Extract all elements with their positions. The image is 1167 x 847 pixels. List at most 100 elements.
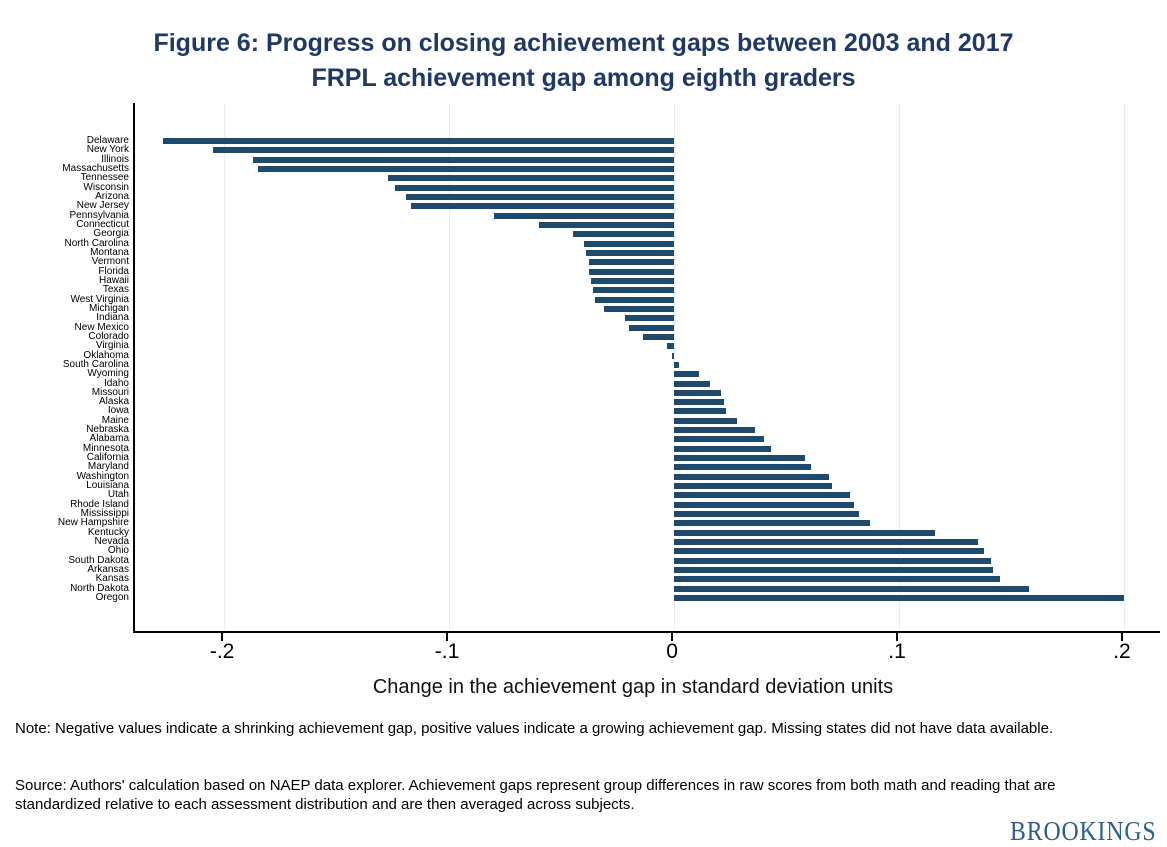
state-label-vermont: Vermont <box>91 256 129 268</box>
bar-new-hampshire <box>674 520 870 527</box>
bar-colorado <box>642 333 675 340</box>
state-label-idaho: Idaho <box>103 377 129 389</box>
bar-nevada <box>674 539 978 546</box>
state-label-illinois: Illinois <box>101 153 129 165</box>
bar-hawaii <box>590 277 675 284</box>
bar-wyoming <box>674 371 699 378</box>
bar-south-carolina <box>674 361 679 368</box>
state-label-west-virginia: West Virginia <box>70 293 129 305</box>
bar-illinois <box>253 156 675 163</box>
source-text: Source: Authors' calculation based on NA… <box>15 777 1056 813</box>
state-label-indiana: Indiana <box>96 312 129 324</box>
bar-north-dakota <box>674 585 1030 592</box>
bar-idaho <box>674 380 711 387</box>
x-tick-label-0: 0 <box>666 640 678 663</box>
x-tick--.2 <box>221 633 224 641</box>
state-label-montana: Montana <box>90 246 129 258</box>
bar-south-dakota <box>674 557 992 564</box>
bar-kentucky <box>674 529 935 536</box>
bar-oklahoma <box>671 352 675 359</box>
gridline-.1 <box>899 103 900 631</box>
state-label-wisconsin: Wisconsin <box>83 181 129 193</box>
state-label-washington: Washington <box>76 470 129 482</box>
state-label-wyoming: Wyoming <box>87 368 129 380</box>
x-tick-label--.2: -.2 <box>209 640 235 663</box>
bar-pennsylvania <box>494 212 675 219</box>
state-label-texas: Texas <box>102 284 129 296</box>
state-label-kansas: Kansas <box>95 573 129 585</box>
state-label-south-dakota: South Dakota <box>68 554 129 566</box>
state-label-new-york: New York <box>86 144 129 156</box>
state-label-oklahoma: Oklahoma <box>83 349 129 361</box>
figure-title-line1: Figure 6: Progress on closing achievemen… <box>153 29 1014 57</box>
state-label-nebraska: Nebraska <box>86 424 129 436</box>
bar-new-mexico <box>629 324 675 331</box>
x-tick-label-.2: .2 <box>1113 640 1131 663</box>
bar-texas <box>593 287 675 294</box>
state-label-arizona: Arizona <box>95 190 129 202</box>
bar-minnesota <box>674 445 771 452</box>
state-label-colorado: Colorado <box>88 330 129 342</box>
bar-ohio <box>674 548 985 555</box>
bar-wisconsin <box>395 184 675 191</box>
bar-maine <box>674 417 738 424</box>
bar-washington <box>674 473 830 480</box>
bar-vermont <box>588 259 675 266</box>
x-tick-.2 <box>1120 633 1123 641</box>
bar-indiana <box>624 315 675 322</box>
bar-california <box>674 455 805 462</box>
state-label-rhode-island: Rhode Island <box>70 498 129 510</box>
x-axis-title: Change in the achievement gap in standar… <box>372 676 894 698</box>
bar-kansas <box>674 576 1001 583</box>
state-label-maryland: Maryland <box>87 461 129 473</box>
state-label-michigan: Michigan <box>88 302 129 314</box>
state-label-delaware: Delaware <box>86 135 129 146</box>
state-label-minnesota: Minnesota <box>82 442 129 454</box>
state-label-nevada: Nevada <box>94 536 129 548</box>
brookings-logo: BROOKINGS <box>1010 816 1157 846</box>
gridline--.2 <box>224 103 226 631</box>
state-label-new-jersey: New Jersey <box>76 200 129 212</box>
state-label-oregon: Oregon <box>95 592 129 604</box>
state-label-hawaii: Hawaii <box>98 274 129 286</box>
state-label-mississippi: Mississippi <box>80 508 129 520</box>
state-label-georgia: Georgia <box>93 228 129 240</box>
bar-alabama <box>674 436 765 443</box>
bar-nebraska <box>674 427 756 434</box>
state-label-maine: Maine <box>101 414 129 426</box>
state-label-connecticut: Connecticut <box>76 218 129 230</box>
state-label-south-carolina: South Carolina <box>62 358 129 370</box>
x-tick-0 <box>671 633 674 641</box>
state-label-kentucky: Kentucky <box>87 526 129 538</box>
bar-new-jersey <box>410 203 675 210</box>
note-text: Note: Negative values indicate a shrinki… <box>15 720 1054 737</box>
state-label-florida: Florida <box>98 265 129 277</box>
bar-iowa <box>674 408 726 415</box>
bar-massachusetts <box>257 165 675 172</box>
gridline-.2 <box>1123 103 1125 631</box>
bar-virginia <box>667 343 675 350</box>
gridline--.1 <box>449 103 451 631</box>
figure-title: Figure 6: Progress on closing achievemen… <box>0 26 1167 96</box>
state-label-iowa: Iowa <box>107 405 129 417</box>
state-label-louisiana: Louisiana <box>86 480 129 492</box>
state-label-massachusetts: Massachusetts <box>62 162 129 174</box>
figure-title-line2: FRPL achievement gap among eighth grader… <box>311 64 856 92</box>
bar-arizona <box>406 193 675 200</box>
state-label-alabama: Alabama <box>89 433 129 445</box>
bar-montana <box>586 249 675 256</box>
state-label-california: California <box>86 452 129 464</box>
bar-missouri <box>674 389 722 396</box>
x-tick-label-.1: .1 <box>888 640 906 663</box>
state-label-alaska: Alaska <box>98 396 129 408</box>
bar-maryland <box>674 464 812 471</box>
bar-west-virginia <box>595 296 675 303</box>
bar-louisiana <box>674 483 832 490</box>
state-label-new-mexico: New Mexico <box>74 321 129 333</box>
bar-oregon <box>674 595 1124 602</box>
bar-florida <box>588 268 675 275</box>
bar-connecticut <box>539 221 675 228</box>
bar-rhode-island <box>674 501 854 508</box>
x-tick--.1 <box>446 633 449 641</box>
